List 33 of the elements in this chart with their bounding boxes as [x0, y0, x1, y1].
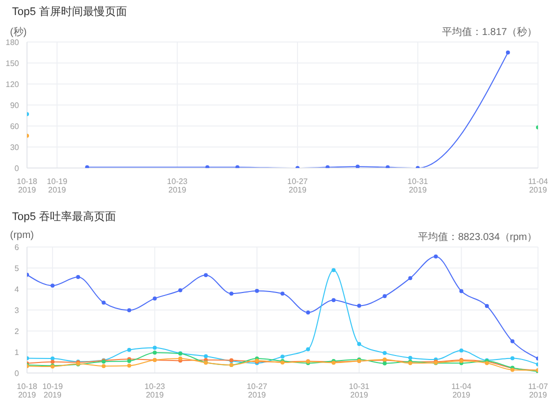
y-tick-label: 150	[6, 58, 20, 68]
y-tick-label: 0	[14, 164, 20, 173]
y-tick-label: 5	[14, 264, 20, 273]
chart-title: Top5 吞吐率最高页面	[12, 210, 116, 224]
x-tick-label: 10-27 2019	[287, 177, 308, 194]
x-tick-label: 10-27 2019	[246, 382, 268, 400]
x-tick-label: 10-18 2019	[16, 177, 38, 194]
x-tick-label: 10-18 2019	[16, 382, 38, 400]
y-tick-label: 4	[14, 284, 20, 294]
y-tick-label: 0	[14, 368, 20, 378]
x-tick-label: 11-04 2019	[451, 382, 472, 400]
text: 平均值：1.817（秒）	[442, 26, 537, 39]
x-tick-label: 11-04 2019	[528, 177, 548, 194]
y-tick-label: 90	[10, 100, 20, 110]
y-axis-title: (秒)	[10, 26, 27, 39]
y-tick-label: 30	[10, 142, 20, 152]
y-tick-label: 2	[14, 326, 20, 336]
y-tick-label: 1	[14, 348, 20, 357]
x-tick-label: 10-31 2019	[408, 177, 429, 194]
chart-title: Top5 首屏时间最慢页面	[12, 5, 127, 19]
x-tick-label: 10-31 2019	[348, 382, 370, 400]
x-tick-label: 10-19 2019	[42, 382, 64, 400]
x-tick-label: 10-23 2019	[144, 382, 166, 400]
x-tick-label: 11-07 2019	[528, 382, 548, 400]
x-tick-label: 10-23 2019	[167, 177, 188, 194]
text: 平均值：8823.034（rpm）	[418, 231, 537, 244]
y-tick-label: 120	[6, 80, 20, 89]
y-tick-label: 6	[14, 242, 20, 252]
y-tick-label: 3	[14, 306, 20, 315]
y-tick-label: 60	[10, 122, 20, 131]
x-tick-label: 10-19 2019	[46, 177, 68, 194]
y-axis-title: (rpm)	[10, 230, 34, 241]
y-tick-label: 180	[6, 38, 20, 47]
